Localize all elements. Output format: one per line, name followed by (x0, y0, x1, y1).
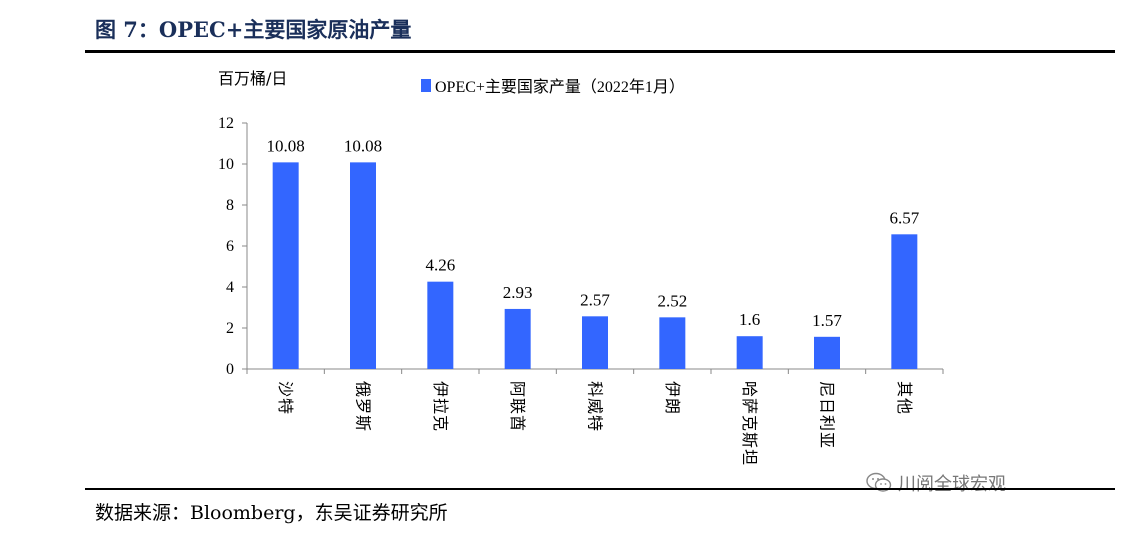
value-label: 1.57 (812, 311, 842, 330)
category-char: 俄 (354, 381, 373, 397)
category-label: 伊拉克 (431, 381, 450, 431)
category-char: 朗 (663, 398, 682, 414)
legend-label: OPEC+主要国家产量（2022年1月） (435, 78, 685, 96)
category-char: 特 (276, 398, 295, 414)
value-label: 2.52 (657, 291, 687, 310)
bar-5 (582, 316, 608, 369)
value-label: 10.08 (344, 136, 382, 155)
y-tick-label: 0 (226, 361, 234, 378)
category-char: 利 (818, 415, 837, 431)
bar-1 (272, 162, 299, 369)
value-label: 4.26 (425, 256, 455, 275)
category-char: 伊 (431, 381, 450, 397)
category-char: 联 (508, 398, 527, 414)
category-char: 斯 (740, 432, 759, 448)
category-label: 沙特 (276, 381, 295, 414)
category-char: 哈 (740, 381, 759, 397)
bottom-rule (85, 488, 1115, 490)
category-char: 萨 (740, 398, 759, 414)
source-note: 数据来源：Bloomberg，东吴证券研究所 (95, 502, 448, 524)
value-labels: 10.08 10.08 4.26 2.93 2.57 2.52 1.6 1.57 6.57 (267, 136, 920, 329)
bar-7 (736, 336, 763, 369)
category-char: 亚 (818, 432, 837, 448)
wechat-icon (866, 472, 892, 492)
bars (272, 162, 918, 369)
category-char: 威 (586, 398, 605, 414)
bar-8 (814, 336, 840, 369)
category-char: 日 (818, 398, 837, 414)
y-tick-label: 4 (226, 279, 234, 296)
category-char: 伊 (663, 381, 682, 397)
category-char: 其 (895, 381, 914, 397)
bar-6 (659, 317, 686, 369)
figure-title: 图 7：OPEC+主要国家原油产量 (95, 17, 412, 42)
y-tick-label: 10 (218, 156, 234, 173)
legend-swatch (421, 79, 431, 92)
value-label: 10.08 (267, 136, 305, 155)
bar-2 (350, 162, 376, 369)
category-char: 他 (895, 398, 914, 414)
category-char: 坦 (740, 449, 759, 465)
bar-3 (427, 281, 454, 369)
value-label: 2.57 (580, 290, 610, 309)
category-char: 科 (586, 381, 605, 397)
category-char: 尼 (818, 381, 837, 397)
category-char: 拉 (431, 398, 450, 414)
category-char: 沙 (276, 381, 295, 397)
category-char: 阿 (508, 381, 527, 397)
y-tick-label: 8 (226, 197, 234, 214)
y-tick-label: 6 (226, 238, 234, 255)
bar-9 (891, 234, 918, 369)
category-label: 阿联酋 (508, 381, 527, 431)
y-tick-label: 12 (218, 115, 234, 132)
category-label: 伊朗 (663, 381, 682, 414)
category-label: 俄罗斯 (354, 381, 373, 431)
y-axis-unit-label: 百万桶/日 (218, 69, 287, 88)
watermark: 川阅全球宏观 (866, 470, 1006, 496)
watermark-text: 川阅全球宏观 (898, 474, 1006, 495)
value-label: 6.57 (889, 208, 919, 227)
category-label: 科威特 (586, 381, 605, 431)
y-ticks: 0 2 4 6 8 10 12 (218, 115, 944, 378)
legend: OPEC+主要国家产量（2022年1月） (421, 78, 685, 96)
category-char: 特 (586, 415, 605, 431)
category-label: 其他 (895, 381, 914, 414)
category-char: 斯 (354, 415, 373, 431)
value-label: 2.93 (503, 283, 533, 302)
category-char: 克 (431, 415, 450, 431)
y-tick-label: 2 (226, 320, 234, 337)
category-char: 酋 (508, 415, 527, 431)
bar-4 (504, 308, 531, 369)
category-char: 克 (740, 415, 759, 431)
category-char: 罗 (354, 398, 373, 414)
value-label: 1.6 (739, 310, 760, 329)
top-rule (85, 50, 1115, 53)
